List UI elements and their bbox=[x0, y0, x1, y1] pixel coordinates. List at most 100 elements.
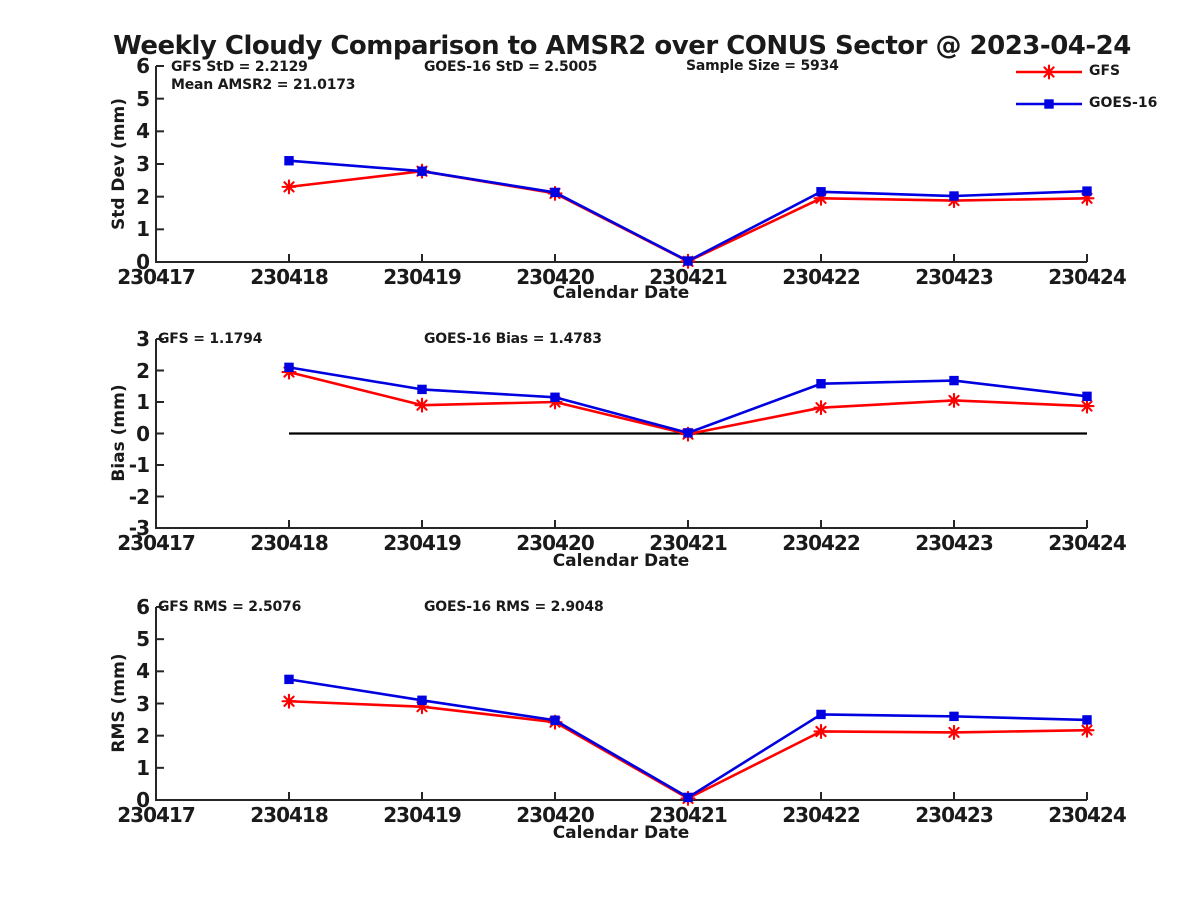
chart-title: Weekly Cloudy Comparison to AMSR2 over C… bbox=[113, 31, 1131, 61]
x-tick-label: 230423 bbox=[915, 265, 994, 289]
gfs-marker bbox=[815, 725, 827, 738]
y-tick-label: 1 bbox=[136, 217, 150, 242]
goes-16-line bbox=[288, 159, 1088, 263]
x-tick-label: 230422 bbox=[782, 803, 861, 827]
y-tick-label: 2 bbox=[136, 723, 150, 748]
x-tick-label: 230422 bbox=[782, 531, 861, 555]
goes-16-marker bbox=[417, 384, 427, 395]
x-tick-label: 230422 bbox=[782, 265, 861, 289]
goes-16-marker bbox=[284, 362, 294, 373]
goes-16-marker bbox=[949, 375, 959, 386]
gfs-line bbox=[288, 169, 1088, 263]
y-tick-label: 3 bbox=[136, 691, 150, 716]
gfs-marker bbox=[948, 726, 960, 739]
x-tick-label: 230419 bbox=[383, 265, 462, 289]
y-tick-label: 0 bbox=[136, 421, 150, 446]
goes-16-marker bbox=[816, 379, 826, 389]
gfs-marker bbox=[283, 695, 295, 707]
y-tick-label: 0 bbox=[136, 250, 150, 274]
bias-goes16-annotation: GOES-16 Bias = 1.4783 bbox=[424, 331, 602, 347]
x-tick-label: 230420 bbox=[516, 531, 595, 555]
gfs-marker bbox=[948, 394, 960, 407]
y-tick-label: 1 bbox=[136, 390, 150, 414]
goes-16-line bbox=[288, 678, 1088, 799]
gfs-marker bbox=[416, 399, 428, 411]
x-tick-label: 230421 bbox=[649, 803, 728, 827]
gfs-marker bbox=[815, 402, 827, 414]
x-tick-label: 230417 bbox=[117, 803, 196, 827]
rms-gfs-annotation: GFS RMS = 2.5076 bbox=[158, 599, 302, 615]
goes-16-marker bbox=[284, 156, 294, 166]
y-tick-label: 1 bbox=[136, 755, 150, 780]
x-tick-label: 230417 bbox=[117, 531, 196, 555]
rms-chart bbox=[155, 606, 1095, 806]
y-tick-label: -3 bbox=[128, 516, 150, 540]
goes-16-marker bbox=[949, 711, 959, 722]
axis-line bbox=[155, 66, 1087, 263]
goes-16-marker bbox=[550, 187, 560, 198]
bias-chart bbox=[155, 338, 1095, 529]
gfs-marker bbox=[1081, 400, 1093, 412]
goes-16-marker bbox=[417, 695, 427, 705]
sample-size-annotation: Sample Size = 5934 bbox=[686, 58, 839, 74]
x-tick-label: 230418 bbox=[250, 803, 329, 827]
goes-16-marker bbox=[284, 674, 294, 685]
x-tick-label: 230417 bbox=[117, 265, 196, 289]
x-tick-label: 230421 bbox=[649, 265, 728, 289]
std-dev-chart bbox=[155, 65, 1095, 269]
y-tick-label: 5 bbox=[136, 627, 150, 652]
y-tick-label: 3 bbox=[136, 152, 150, 176]
rms-goes16-annotation: GOES-16 RMS = 2.9048 bbox=[424, 599, 604, 615]
goes-16-marker bbox=[1082, 715, 1092, 725]
goes-16-marker bbox=[683, 256, 693, 266]
x-tick-label: 230420 bbox=[516, 265, 595, 289]
goes-16-marker bbox=[550, 392, 560, 402]
y-tick-label: -1 bbox=[128, 453, 150, 477]
y-tick-label: 4 bbox=[136, 119, 150, 144]
x-tick-label: 230424 bbox=[1048, 265, 1127, 289]
goes-16-marker bbox=[949, 191, 959, 201]
goes-16-marker bbox=[1082, 186, 1092, 196]
gfs-marker bbox=[1081, 724, 1093, 736]
x-tick-label: 230421 bbox=[649, 531, 728, 555]
bias-gfs-annotation: GFS = 1.1794 bbox=[158, 331, 263, 347]
goes-16-marker bbox=[683, 792, 693, 803]
x-tick-label: 230423 bbox=[915, 531, 994, 555]
bias-x-axis-label: Calendar Date bbox=[552, 551, 690, 571]
y-tick-label: 2 bbox=[136, 184, 150, 209]
goes-16-marker bbox=[1082, 391, 1092, 402]
y-tick-label: 3 bbox=[136, 327, 150, 351]
legend-label-gfs: GFS bbox=[1089, 63, 1121, 79]
y-tick-label: 4 bbox=[136, 659, 150, 684]
x-tick-label: 230418 bbox=[250, 265, 329, 289]
stddev-gfs-annotation: GFS StD = 2.2129 bbox=[171, 59, 308, 75]
x-tick-label: 230423 bbox=[915, 803, 994, 827]
stddev-goes16-annotation: GOES-16 StD = 2.5005 bbox=[424, 59, 598, 75]
legend-star-marker bbox=[1043, 66, 1055, 78]
stddev-x-axis-label: Calendar Date bbox=[552, 283, 690, 303]
x-tick-label: 230419 bbox=[383, 803, 462, 827]
y-tick-label: 6 bbox=[136, 54, 150, 78]
axis-line bbox=[155, 607, 1087, 801]
x-tick-label: 230419 bbox=[383, 531, 462, 555]
gfs-marker bbox=[283, 181, 295, 193]
y-tick-label: -2 bbox=[128, 484, 150, 509]
x-tick-label: 230424 bbox=[1048, 531, 1127, 555]
goes-16-marker bbox=[683, 428, 693, 438]
legend bbox=[1016, 64, 1082, 109]
goes-16-marker bbox=[816, 709, 826, 720]
x-tick-label: 230420 bbox=[516, 803, 595, 827]
legend-square-marker bbox=[1044, 99, 1054, 109]
legend-label-goes16: GOES-16 bbox=[1089, 95, 1158, 111]
goes-16-marker bbox=[417, 166, 427, 176]
y-tick-label: 6 bbox=[136, 595, 150, 619]
x-tick-label: 230418 bbox=[250, 531, 329, 555]
goes-16-marker bbox=[550, 715, 560, 725]
y-tick-label: 2 bbox=[136, 358, 150, 383]
y-tick-label: 5 bbox=[136, 86, 150, 111]
x-tick-label: 230424 bbox=[1048, 803, 1127, 827]
y-tick-label: 0 bbox=[136, 788, 150, 812]
rms-x-axis-label: Calendar Date bbox=[552, 823, 690, 843]
